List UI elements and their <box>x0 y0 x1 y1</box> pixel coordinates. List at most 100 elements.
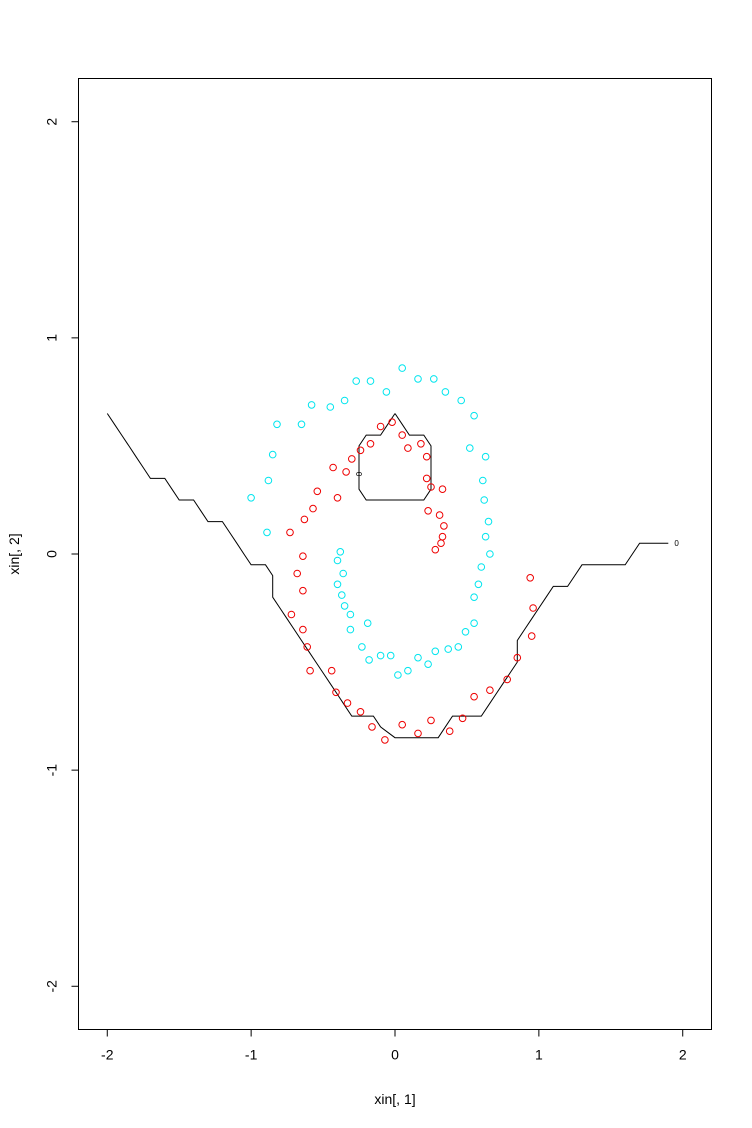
x-tick-label: 0 <box>391 1047 399 1063</box>
red-point <box>527 632 536 640</box>
x-tick-label: -2 <box>101 1047 114 1063</box>
cyan-point <box>247 494 255 502</box>
red-point <box>424 507 432 515</box>
cyan-point <box>346 625 355 634</box>
red-point <box>287 610 296 619</box>
cyan-point <box>264 476 273 485</box>
cyan-point <box>366 377 375 385</box>
cyan-point <box>263 528 271 537</box>
y-tick-label: -1 <box>44 764 60 777</box>
red-point <box>427 716 435 725</box>
cyan-point <box>441 388 450 396</box>
y-tick-label: -2 <box>44 980 60 993</box>
cyan-point <box>457 396 466 405</box>
red-point <box>404 444 412 452</box>
red-point <box>366 440 375 448</box>
red-point <box>422 474 431 483</box>
cyan-point <box>382 388 391 396</box>
cyan-point <box>386 651 395 660</box>
red-point <box>445 727 454 736</box>
red-point <box>293 569 302 578</box>
red-point <box>526 574 535 582</box>
cyan-point <box>394 671 402 679</box>
cyan-point <box>481 532 490 541</box>
cyan-point <box>346 610 355 619</box>
red-point <box>414 729 422 738</box>
cyan-point <box>484 517 493 526</box>
red-point <box>327 666 336 675</box>
data-points <box>247 364 537 744</box>
red-point <box>398 431 407 439</box>
red-point <box>348 455 356 463</box>
cyan-point <box>336 548 345 556</box>
red-point <box>503 675 512 684</box>
cyan-point <box>363 619 372 628</box>
decision-boundary: 00 <box>106 413 679 739</box>
cyan-point <box>470 411 478 420</box>
cyan-point <box>268 450 277 459</box>
cyan-point <box>430 375 438 383</box>
red-point <box>333 494 342 502</box>
red-point <box>486 686 494 695</box>
contour-line <box>358 413 432 501</box>
red-point <box>513 653 522 662</box>
red-point <box>529 604 537 612</box>
cyan-point <box>404 666 412 675</box>
cyan-point <box>326 403 335 411</box>
red-point <box>381 736 389 744</box>
cyan-point <box>470 619 478 628</box>
red-point <box>306 666 314 675</box>
y-axis: -2 -1 0 1 2 <box>44 118 79 993</box>
cyan-point <box>477 563 486 571</box>
x-tick-label: 2 <box>679 1047 687 1063</box>
cyan-point <box>481 452 490 461</box>
red-point <box>286 528 294 537</box>
red-point <box>417 440 425 448</box>
red-point <box>299 552 307 561</box>
red-point <box>438 485 447 494</box>
cyan-point <box>365 656 373 664</box>
red-point <box>342 468 350 476</box>
red-point <box>470 692 478 701</box>
x-axis: -2 -1 0 1 2 <box>101 1029 687 1063</box>
x-tick-label: 1 <box>535 1047 543 1063</box>
cyan-point <box>358 643 366 651</box>
cyan-point <box>454 643 463 651</box>
cyan-point <box>474 580 483 589</box>
red-point <box>427 483 435 491</box>
contour-label: 0 <box>355 471 364 476</box>
y-tick-label: 0 <box>44 550 60 558</box>
y-tick-label: 1 <box>44 334 60 342</box>
red-point <box>458 714 467 723</box>
red-point <box>343 699 352 707</box>
red-point <box>440 522 448 530</box>
red-point <box>376 422 385 431</box>
cyan-point <box>424 660 432 669</box>
red-point <box>438 532 447 541</box>
cyan-point <box>479 476 487 485</box>
cyan-point <box>414 375 422 383</box>
red-point <box>329 463 337 472</box>
cyan-point <box>333 556 342 565</box>
red-point <box>356 708 365 716</box>
red-point <box>431 545 440 554</box>
red-point <box>299 586 307 595</box>
cyan-point <box>431 647 440 656</box>
cyan-point <box>338 591 346 599</box>
cyan-point <box>480 496 489 504</box>
cyan-point <box>466 444 474 452</box>
cyan-point <box>339 569 348 578</box>
y-axis-label: xin[, 2] <box>6 533 22 574</box>
cyan-point <box>376 651 385 660</box>
cyan-point <box>444 645 453 653</box>
cyan-point <box>461 628 470 636</box>
cyan-point <box>352 377 361 385</box>
x-tick-label: -1 <box>245 1047 258 1063</box>
cyan-point <box>273 420 281 429</box>
contour-line <box>106 413 669 739</box>
red-point <box>437 539 445 548</box>
red-point <box>435 511 444 519</box>
red-point <box>303 643 312 651</box>
cyan-point <box>333 580 342 589</box>
